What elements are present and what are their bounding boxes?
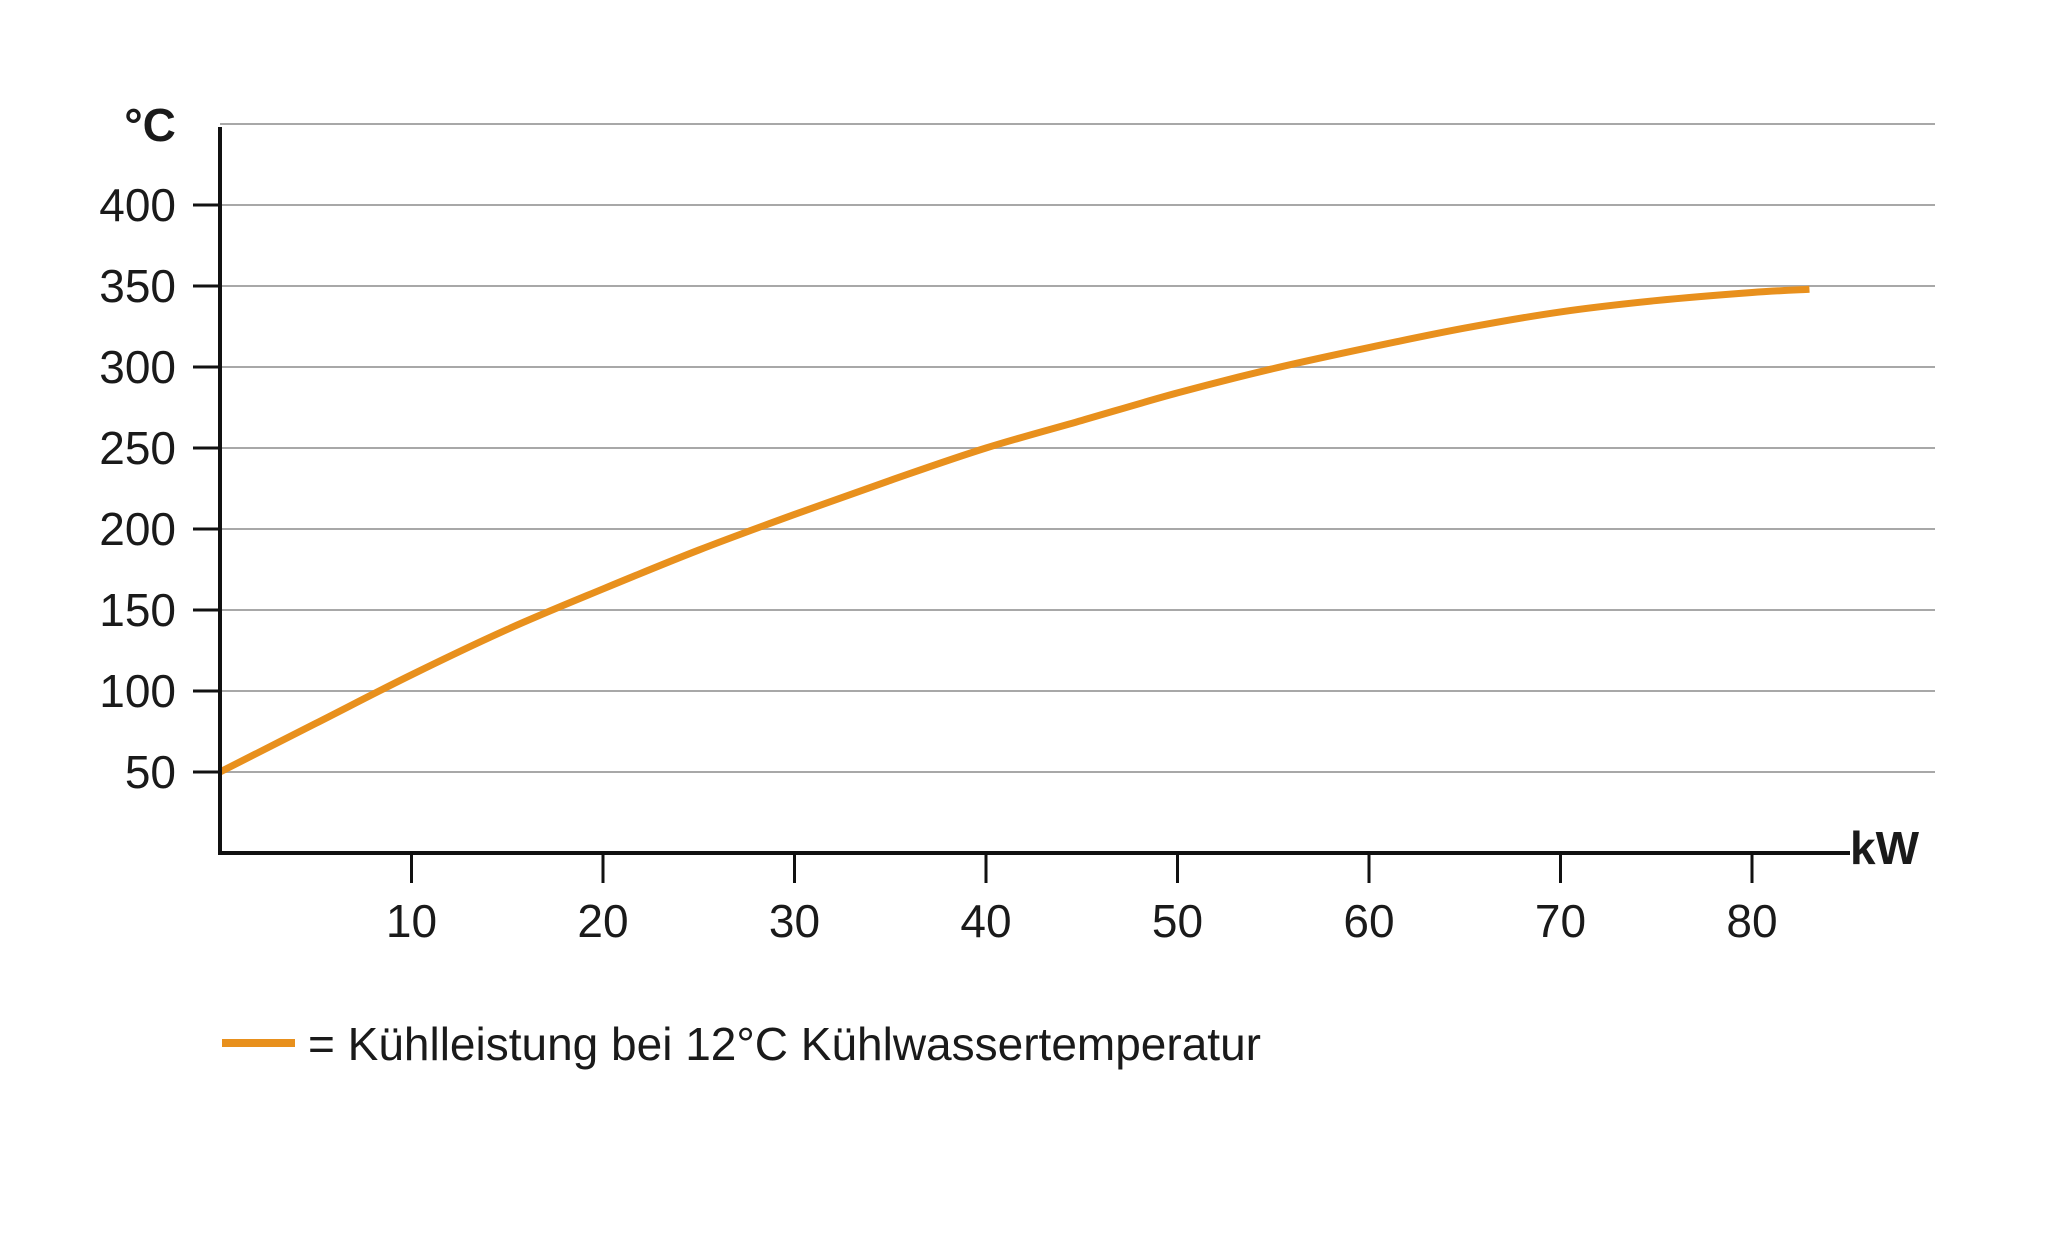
y-tick-label-50: 50 xyxy=(125,746,176,798)
x-tick-label-20: 20 xyxy=(577,895,628,947)
y-tick-label-400: 400 xyxy=(99,179,176,231)
legend-label: = Kühlleistung bei 12°C Kühlwassertemper… xyxy=(308,1018,1261,1070)
legend: = Kühlleistung bei 12°C Kühlwassertemper… xyxy=(222,1018,1261,1070)
y-tick-label-150: 150 xyxy=(99,584,176,636)
y-tick-label-350: 350 xyxy=(99,260,176,312)
y-tick-label-200: 200 xyxy=(99,503,176,555)
gridlines xyxy=(220,123,1935,773)
series-line-0 xyxy=(218,285,1810,776)
series-layer xyxy=(218,285,1810,776)
y-axis-unit: °C xyxy=(124,99,176,151)
x-tick-label-80: 80 xyxy=(1726,895,1777,947)
y-tick-label-100: 100 xyxy=(99,665,176,717)
x-tick-label-60: 60 xyxy=(1343,895,1394,947)
x-tick-label-70: 70 xyxy=(1535,895,1586,947)
x-tick-label-50: 50 xyxy=(1152,895,1203,947)
x-tick-label-30: 30 xyxy=(769,895,820,947)
y-tick-label-300: 300 xyxy=(99,341,176,393)
x-tick-label-40: 40 xyxy=(960,895,1011,947)
x-tick-label-10: 10 xyxy=(386,895,437,947)
y-tick-label-250: 250 xyxy=(99,422,176,474)
x-axis-unit: kW xyxy=(1850,822,1920,874)
axes xyxy=(218,127,1850,855)
ticks: 50 100 150 200 250 300 350 400 10 20 30 40 50 60 70 80 xyxy=(99,179,1777,947)
